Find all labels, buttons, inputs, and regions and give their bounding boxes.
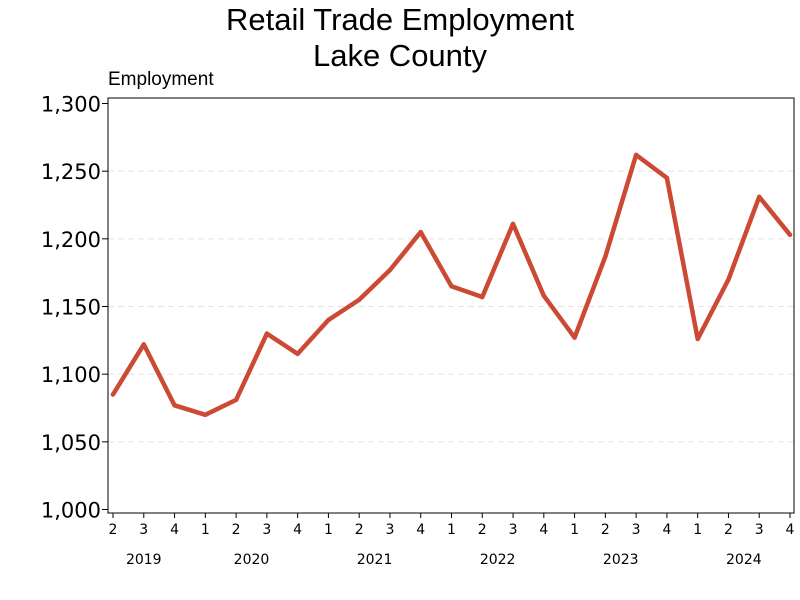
x-tick-label-0: 2 xyxy=(109,522,118,538)
data-point-8 xyxy=(356,297,362,302)
year-label-2022: 2022 xyxy=(480,552,516,568)
y-tick-label-1150: 1,150 xyxy=(41,296,101,320)
x-tick-label-16: 2 xyxy=(601,522,610,538)
x-tick-label-20: 2 xyxy=(724,522,733,538)
data-point-5 xyxy=(264,331,270,336)
x-tick-label-1: 3 xyxy=(139,522,148,538)
y-tick-label-1250: 1,250 xyxy=(41,160,101,184)
data-point-11 xyxy=(449,284,454,289)
x-tick-label-7: 1 xyxy=(324,522,333,538)
data-point-17 xyxy=(633,152,639,158)
data-point-0 xyxy=(110,392,116,397)
x-tick-label-4: 2 xyxy=(232,522,241,538)
x-tick-label-8: 2 xyxy=(355,522,364,538)
y-axis: 1,000 1,050 1,100 1,150 1,200 1,250 1,300 xyxy=(41,93,108,523)
x-tick-label-13: 3 xyxy=(509,522,518,538)
year-label-2020: 2020 xyxy=(234,552,270,568)
series-layer xyxy=(110,152,793,418)
data-point-21 xyxy=(757,194,762,200)
chart-title-line-1: Retail Trade Employment xyxy=(226,2,574,37)
y-tick-label-1200: 1,200 xyxy=(41,228,101,252)
x-tick-label-11: 1 xyxy=(447,522,456,538)
x-tick-label-17: 3 xyxy=(632,522,641,538)
data-point-14 xyxy=(541,293,547,298)
data-point-13 xyxy=(510,221,516,227)
data-point-7 xyxy=(326,317,331,323)
x-tick-label-14: 4 xyxy=(539,522,548,538)
y-tick-label-1000: 1,000 xyxy=(41,499,101,523)
x-tick-label-10: 4 xyxy=(416,522,425,538)
data-point-3 xyxy=(203,412,208,417)
x-tick-label-3: 1 xyxy=(201,522,210,538)
data-point-9 xyxy=(387,267,393,273)
data-point-12 xyxy=(480,294,485,300)
x-tick-label-22: 4 xyxy=(786,522,795,538)
year-label-2021: 2021 xyxy=(357,552,393,568)
year-label-2024: 2024 xyxy=(726,552,762,568)
x-tick-label-18: 4 xyxy=(662,522,671,538)
data-point-20 xyxy=(726,277,731,282)
x-axis: 2 3 4 1 2 3 4 1 2 3 4 1 2 3 4 1 2 3 4 1 2 3 4 xyxy=(109,513,795,538)
year-label-2019: 2019 xyxy=(126,552,162,568)
x-tick-label-2: 4 xyxy=(170,522,179,538)
data-point-4 xyxy=(233,397,239,403)
data-point-6 xyxy=(295,351,300,357)
data-point-2 xyxy=(172,403,177,408)
data-point-22 xyxy=(787,232,793,237)
y-axis-label: Employment xyxy=(108,69,214,90)
x-tick-label-12: 2 xyxy=(478,522,487,538)
year-axis: 2019 2020 2021 2022 2023 2024 xyxy=(126,552,762,568)
x-tick-label-19: 1 xyxy=(693,522,702,538)
x-tick-label-9: 3 xyxy=(385,522,394,538)
data-point-16 xyxy=(603,254,608,259)
x-tick-label-15: 1 xyxy=(570,522,579,538)
data-point-10 xyxy=(418,229,423,235)
chart-title-line-2: Lake County xyxy=(313,38,488,73)
x-tick-label-5: 3 xyxy=(262,522,271,538)
data-point-15 xyxy=(572,335,577,340)
y-tick-label-1100: 1,100 xyxy=(41,363,101,387)
x-tick-label-21: 3 xyxy=(755,522,764,538)
data-point-19 xyxy=(695,336,700,342)
y-tick-label-1300: 1,300 xyxy=(41,93,101,117)
data-point-18 xyxy=(664,175,670,181)
x-tick-label-6: 4 xyxy=(293,522,302,538)
y-tick-label-1050: 1,050 xyxy=(41,431,101,455)
data-point-1 xyxy=(141,342,146,347)
year-label-2023: 2023 xyxy=(603,552,639,568)
